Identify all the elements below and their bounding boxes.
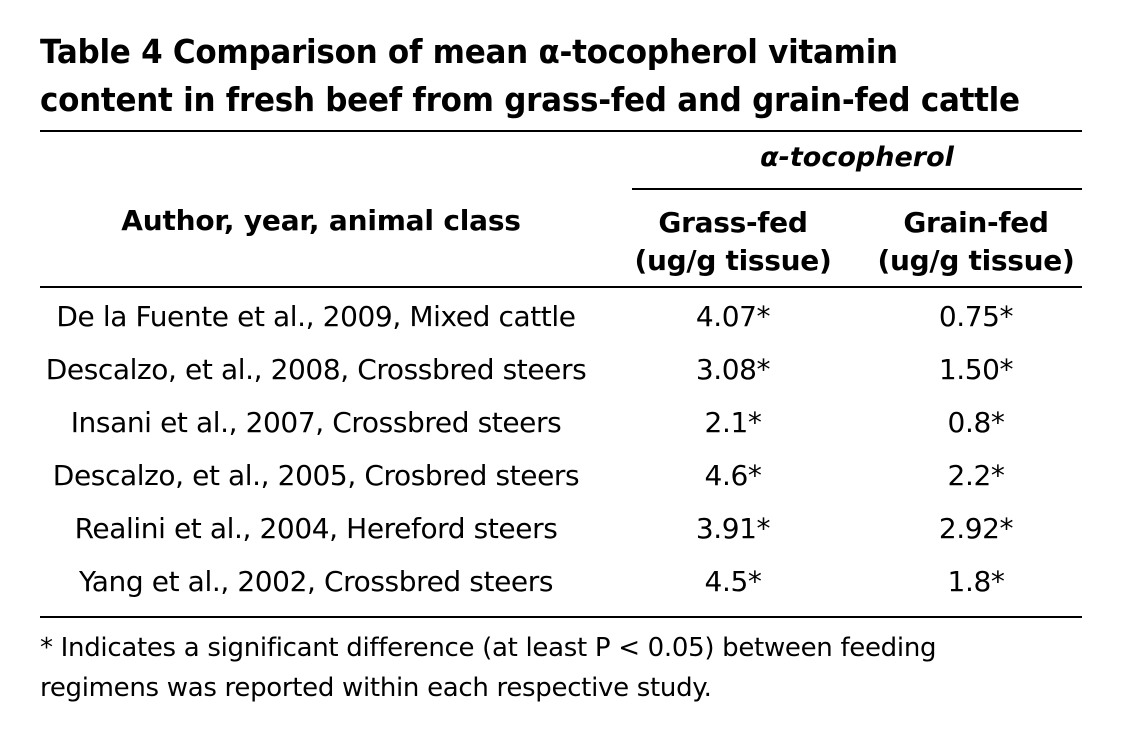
header-rule <box>40 286 1082 288</box>
table-header: α-tocopherol Author, year, animal class … <box>40 132 1082 288</box>
table-body: De la Fuente et al., 2009, Mixed cattle … <box>40 294 1082 612</box>
column-header-grain-fed-line-2: (ug/g tissue) <box>877 244 1075 277</box>
table-row: Yang et al., 2002, Crossbred steers 4.5*… <box>40 559 1082 612</box>
cell-grain-fed: 0.75* <box>938 300 1014 333</box>
column-header-grain-fed: Grain-fed (ug/g tissue) <box>870 204 1082 280</box>
cell-grain-fed: 1.8* <box>947 565 1005 598</box>
footnote-line-2: regimens was reported within each respec… <box>40 673 712 703</box>
cell-grain-fed: 0.8* <box>947 406 1005 439</box>
table-row: Insani et al., 2007, Crossbred steers 2.… <box>40 400 1082 453</box>
column-header-grain-fed-line-1: Grain-fed <box>903 206 1049 239</box>
table-title-line-1: Table 4 Comparison of mean α-tocopherol … <box>40 32 898 71</box>
table-row: Descalzo, et al., 2008, Crossbred steers… <box>40 347 1082 400</box>
cell-grass-fed: 2.1* <box>704 406 762 439</box>
cell-grain-fed: 2.2* <box>947 459 1005 492</box>
cell-grain-fed: 1.50* <box>938 353 1014 386</box>
footnote-line-1: * Indicates a significant difference (at… <box>40 633 937 663</box>
cell-grass-fed: 4.6* <box>704 459 762 492</box>
table-row: Descalzo, et al., 2005, Crosbred steers … <box>40 453 1082 506</box>
table-footnote: * Indicates a significant difference (at… <box>40 628 1082 708</box>
cell-grass-fed: 3.08* <box>695 353 771 386</box>
cell-author: Realini et al., 2004, Hereford steers <box>74 512 558 545</box>
table-row: De la Fuente et al., 2009, Mixed cattle … <box>40 294 1082 347</box>
table-title: Table 4 Comparison of mean α-tocopherol … <box>40 28 1020 124</box>
table-row: Realini et al., 2004, Hereford steers 3.… <box>40 506 1082 559</box>
cell-grass-fed: 3.91* <box>695 512 771 545</box>
column-header-author: Author, year, animal class <box>121 204 521 237</box>
cell-grass-fed: 4.07* <box>695 300 771 333</box>
top-rule <box>40 130 1082 132</box>
cell-author: Yang et al., 2002, Crossbred steers <box>78 565 554 598</box>
table-page: Table 4 Comparison of mean α-tocopherol … <box>40 28 1082 703</box>
cell-grain-fed: 2.92* <box>938 512 1014 545</box>
group-header-rule <box>632 188 1082 190</box>
cell-author: Descalzo, et al., 2008, Crossbred steers <box>45 353 587 386</box>
bottom-rule <box>40 616 1082 618</box>
column-header-grass-fed-line-2: (ug/g tissue) <box>634 244 832 277</box>
table-title-line-2: content in fresh beef from grass-fed and… <box>40 80 1020 119</box>
cell-author: De la Fuente et al., 2009, Mixed cattle <box>56 300 576 333</box>
group-header-alpha-tocopherol: α-tocopherol <box>760 142 954 173</box>
cell-author: Descalzo, et al., 2005, Crosbred steers <box>52 459 580 492</box>
column-header-grass-fed-line-1: Grass-fed <box>658 206 808 239</box>
cell-grass-fed: 4.5* <box>704 565 762 598</box>
cell-author: Insani et al., 2007, Crossbred steers <box>70 406 562 439</box>
column-header-grass-fed: Grass-fed (ug/g tissue) <box>632 204 834 280</box>
